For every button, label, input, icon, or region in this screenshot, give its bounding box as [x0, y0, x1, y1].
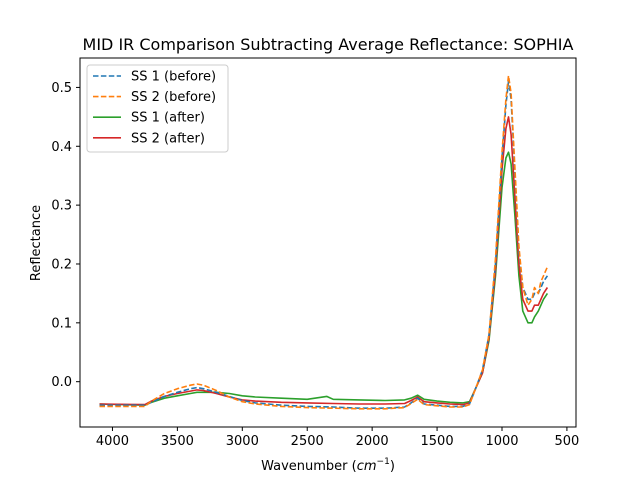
x-axis-label: Wavenumber (cm−1)	[261, 457, 395, 474]
plot-frame	[79, 57, 577, 428]
y-tick-label: 0.1	[51, 316, 72, 331]
x-tick-label: 3500	[161, 434, 194, 449]
x-tick-label: 3000	[226, 434, 259, 449]
x-tick-label: 2000	[356, 434, 389, 449]
x-tick-label: 500	[554, 434, 579, 449]
x-axis-label-close: )	[390, 459, 395, 474]
x-tick-label: 4000	[96, 434, 129, 449]
y-axis-label: Reflectance	[29, 205, 44, 281]
series-line-2	[99, 74, 549, 410]
y-tick-label: 0.0	[51, 375, 72, 390]
x-tick-label: 1500	[421, 434, 454, 449]
y-tick-label: 0.2	[51, 257, 72, 272]
legend-label-3: SS 1 (after)	[131, 111, 205, 126]
series-line-4	[99, 116, 549, 406]
x-tick-label: 2500	[291, 434, 324, 449]
series-line-3	[99, 151, 549, 407]
plot-area	[79, 57, 577, 428]
x-tick-label: 1000	[485, 434, 518, 449]
y-axis: 0.0 0.1 0.2 0.3 0.4 0.5	[51, 81, 80, 390]
y-tick-label: 0.4	[51, 140, 72, 155]
legend: SS 1 (before) SS 2 (before) SS 1 (after) SS…	[86, 64, 229, 153]
legend-label-1: SS 1 (before)	[131, 70, 216, 85]
legend-label-4: SS 2 (after)	[131, 131, 205, 146]
series-layer	[99, 74, 549, 410]
x-axis-label-exponent: −1	[377, 457, 390, 467]
x-axis-label-main: Wavenumber (	[261, 459, 357, 474]
x-axis: 4000 3500 3000 2500 2000 1500 1000 500	[96, 427, 579, 449]
x-axis-label-unit: cm	[357, 459, 377, 474]
legend-label-2: SS 2 (before)	[131, 90, 216, 105]
y-tick-label: 0.3	[51, 199, 72, 214]
y-tick-label: 0.5	[51, 81, 72, 96]
chart-title: MID IR Comparison Subtracting Average Re…	[83, 35, 574, 54]
legend-box	[86, 64, 229, 153]
